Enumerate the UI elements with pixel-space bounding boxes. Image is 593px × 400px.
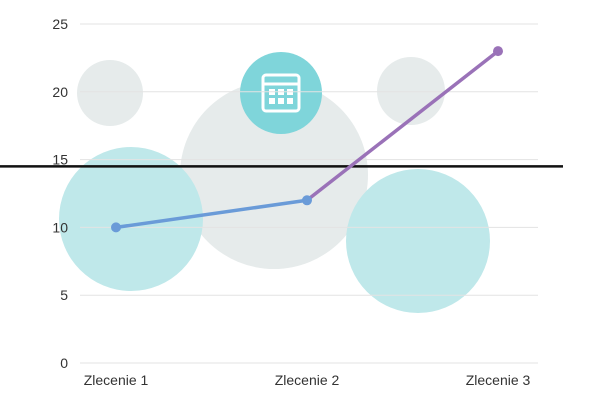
y-tick-label-20: 20 xyxy=(52,84,68,100)
y-tick-label-10: 10 xyxy=(52,219,68,235)
decor-circle-teal-right xyxy=(346,169,490,313)
data-point-1 xyxy=(111,222,121,233)
series-segment-2 xyxy=(305,49,500,203)
decor-circle-teal-left xyxy=(59,147,203,291)
decor-circle-grey-large xyxy=(180,81,368,269)
series-segment-1 xyxy=(114,198,309,230)
y-tick-label-25: 25 xyxy=(52,16,68,32)
x-tick-label-2: Zlecenie 2 xyxy=(275,372,340,388)
y-tick-label-15: 15 xyxy=(52,152,68,168)
data-point-3 xyxy=(493,46,503,57)
background-decoration xyxy=(59,52,490,313)
decor-circle-grey-small-left xyxy=(77,60,143,126)
y-tick-label-0: 0 xyxy=(60,355,68,371)
series xyxy=(111,46,503,233)
x-tick-label-3: Zlecenie 3 xyxy=(466,372,531,388)
y-tick-label-5: 5 xyxy=(60,287,68,303)
grid xyxy=(80,23,538,364)
data-point-2 xyxy=(302,195,312,206)
y-axis: 0 5 10 15 20 25 xyxy=(52,16,68,371)
decor-circle-grey-small-right xyxy=(377,57,445,125)
x-axis: Zlecenie 1 Zlecenie 2 Zlecenie 3 xyxy=(84,372,531,388)
x-tick-label-1: Zlecenie 1 xyxy=(84,372,149,388)
